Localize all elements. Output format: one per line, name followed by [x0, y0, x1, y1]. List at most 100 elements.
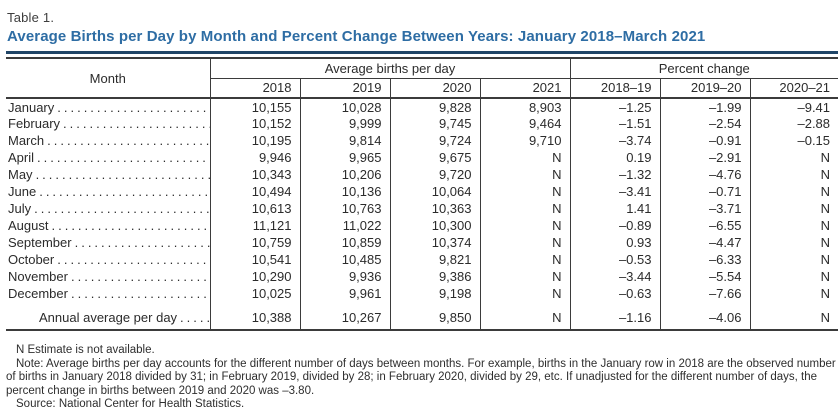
table-row: September ..............................… [6, 234, 838, 251]
table-row: August .................................… [6, 217, 838, 234]
month-cell: December ...............................… [6, 285, 211, 302]
table-row: October ................................… [6, 251, 838, 268]
value-cell: 11,022 [300, 217, 391, 234]
value-cell: 0.19 [570, 149, 661, 166]
annual-value-cell: N [480, 302, 571, 331]
value-cell: 10,028 [300, 98, 391, 115]
dot-leader: ........................................… [35, 167, 210, 182]
dot-leader: ........................................… [57, 99, 210, 115]
value-cell: –3.74 [570, 132, 661, 149]
value-cell: N [820, 201, 831, 216]
annual-value-cell: –1.16 [570, 302, 661, 331]
table-title: Average Births per Day by Month and Perc… [7, 28, 706, 45]
value-cell: 10,155 [210, 98, 301, 115]
table-number-label: Table 1. [7, 10, 55, 25]
value-cell: 8,903 [480, 98, 571, 115]
table-row: February ...............................… [6, 115, 838, 132]
value-cell: 10,064 [390, 183, 481, 200]
value-cell: 10,152 [210, 115, 301, 132]
value-cell: N [480, 183, 571, 200]
column-header-2019: 2019 [300, 78, 391, 99]
value-cell: –0.91 [660, 132, 751, 149]
value-cell: 10,195 [210, 132, 301, 149]
dot-leader: ........................................… [70, 269, 210, 284]
table-row: January ................................… [6, 98, 838, 115]
month-label: July [8, 201, 32, 216]
value-cell: 9,720 [390, 166, 481, 183]
value-cell: –2.91 [660, 149, 751, 166]
value-cell: –0.71 [660, 183, 751, 200]
value-cell: 10,343 [210, 166, 301, 183]
value-cell: 9,828 [390, 98, 481, 115]
value-cell: N [480, 166, 571, 183]
month-label: November [8, 269, 68, 284]
column-header-2020-21: 2020–21 [750, 78, 839, 99]
value-cell: 9,821 [390, 251, 481, 268]
value-cell: –0.53 [570, 251, 661, 268]
column-header-2018-19: 2018–19 [570, 78, 661, 99]
month-label: January [8, 99, 55, 115]
dot-leader: ........................................… [74, 235, 210, 250]
value-cell: N [820, 184, 831, 199]
value-cell: 9,464 [480, 115, 571, 132]
month-label: December [8, 286, 68, 301]
month-cell: June ...................................… [6, 183, 211, 200]
value-cell: 1.41 [570, 200, 661, 217]
column-header-month: Month [6, 58, 211, 99]
value-cell: 9,198 [390, 285, 481, 302]
footnotes: N Estimate is not available. Note: Avera… [6, 344, 836, 412]
value-cell: –3.71 [660, 200, 751, 217]
value-cell: N [820, 286, 831, 301]
value-cell: –3.41 [570, 183, 661, 200]
annual-label-cell: Annual average per day .................… [6, 302, 211, 331]
value-cell: 9,961 [300, 285, 391, 302]
dot-leader: ........................................… [34, 201, 209, 216]
value-cell: 10,541 [210, 251, 301, 268]
value-cell: 10,025 [210, 285, 301, 302]
dot-leader: ........................................… [63, 116, 209, 131]
value-cell: –3.44 [570, 268, 661, 285]
value-cell: 9,386 [390, 268, 481, 285]
month-cell: September ..............................… [6, 234, 211, 251]
group-header-percent-change: Percent change [570, 58, 839, 79]
annual-value-cell: 10,388 [210, 302, 301, 331]
dot-leader: ........................................… [37, 150, 209, 165]
value-cell: N [480, 234, 571, 251]
value-cell: 9,745 [390, 115, 481, 132]
value-cell: N [820, 252, 831, 267]
value-cell: 10,485 [300, 251, 391, 268]
value-cell: 10,206 [300, 166, 391, 183]
footnote-note: Note: Average births per day accounts fo… [6, 357, 836, 397]
value-cell: 9,936 [300, 268, 391, 285]
column-header-2018: 2018 [210, 78, 301, 99]
value-cell: –6.33 [660, 251, 751, 268]
value-cell: –4.76 [660, 166, 751, 183]
month-label: September [8, 235, 72, 250]
column-header-2021: 2021 [480, 78, 571, 99]
table-row: June ...................................… [6, 183, 838, 200]
month-cell: May ....................................… [6, 166, 211, 183]
value-cell: 10,763 [300, 200, 391, 217]
value-cell: –2.88 [797, 116, 831, 131]
month-cell: October ................................… [6, 251, 211, 268]
table-row: July ...................................… [6, 200, 838, 217]
value-cell: –1.32 [570, 166, 661, 183]
month-label: August [8, 218, 49, 233]
value-cell: 9,724 [390, 132, 481, 149]
month-label: May [8, 167, 33, 182]
value-cell: 11,121 [210, 217, 301, 234]
month-cell: April ..................................… [6, 149, 211, 166]
dot-leader: ........................................… [39, 184, 209, 199]
value-cell: N [820, 150, 831, 165]
value-cell: –0.89 [570, 217, 661, 234]
value-cell: 10,759 [210, 234, 301, 251]
table-body: January ................................… [6, 98, 838, 302]
table-row: March ..................................… [6, 132, 838, 149]
month-label: March [8, 133, 45, 148]
value-cell: 9,999 [300, 115, 391, 132]
month-cell: November ...............................… [6, 268, 211, 285]
value-cell: 9,814 [300, 132, 391, 149]
value-cell: N [480, 268, 571, 285]
value-cell: –1.51 [570, 115, 661, 132]
